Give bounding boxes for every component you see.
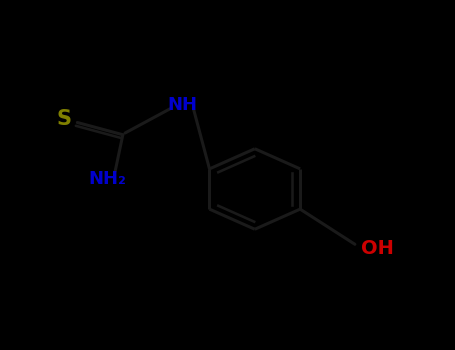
- Text: OH: OH: [361, 239, 394, 258]
- Text: S: S: [56, 109, 71, 129]
- Text: NH: NH: [167, 96, 197, 114]
- Text: NH₂: NH₂: [88, 169, 126, 188]
